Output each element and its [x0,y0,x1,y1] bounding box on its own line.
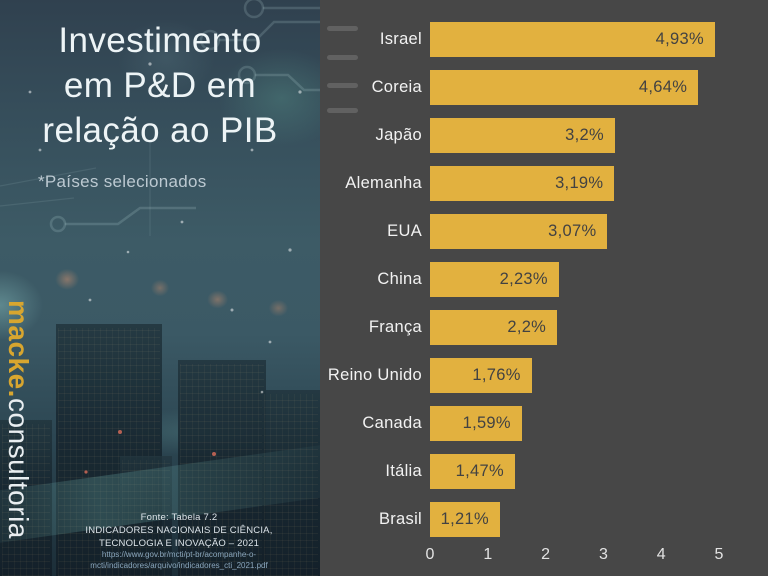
brand-logo: macke.consultoria [3,300,34,539]
bar-value-label: 3,19% [555,174,604,192]
bar-row: Japão 3,2% [320,118,768,153]
bar-value-label: 1,47% [455,462,504,480]
subtitle: *Países selecionados [38,172,207,191]
brand-logo-name: macke. [3,300,34,398]
bar: 1,59% [430,406,522,441]
bar: 1,47% [430,454,515,489]
source-citation: Fonte: Tabela 7.2 INDICADORES NACIONAIS … [42,511,316,571]
bar-category-label: Reino Unido [327,366,422,384]
bar-value-label: 1,59% [462,414,511,432]
bar: 1,76% [430,358,532,393]
bar-track: 3,2% [430,118,719,153]
bar-value-label: 1,21% [440,510,489,528]
building-silhouette [262,390,320,576]
bar-row: Itália 1,47% [320,454,768,489]
building-silhouette [0,420,52,576]
x-axis-tick-label: 5 [714,546,724,563]
title-line: relação ao PIB [42,111,278,150]
bar-track: 3,19% [430,166,719,201]
left-panel: Investimento em P&D em relação ao PIB *P… [0,0,320,576]
bar-track: 4,64% [430,70,719,105]
bar-value-label: 3,2% [565,126,604,144]
bar-category-label: Japão [375,126,422,144]
bar-track: 2,2% [430,310,719,345]
bar: 3,07% [430,214,608,249]
bar-track: 3,07% [430,214,719,249]
bar-row: França 2,2% [320,310,768,345]
bar-track: 1,21% [430,502,719,537]
source-url: mcti/indicadores/arquivo/indicadores_cti… [90,560,268,570]
bar-track: 1,59% [430,406,719,441]
bar: 3,19% [430,166,615,201]
circuit-dash-decoration [327,108,358,113]
bar-value-label: 2,2% [507,318,547,336]
circuit-dash-decoration [327,26,358,31]
bar-row: EUA 3,07% [320,214,768,249]
bar-row: China 2,23% [320,262,768,297]
bar-track: 2,23% [430,262,719,297]
bar: 4,64% [430,70,699,105]
bar-value-label: 4,93% [655,30,704,48]
bar-track: 4,93% [430,22,719,57]
bar-rows: Israel 4,93% Coreia 4,64% Japão 3,2% Ale… [320,22,768,550]
bar-category-label: China [377,270,422,288]
bar-category-label: EUA [387,222,422,240]
bar-category-label: Canada [362,414,422,432]
bar-row: Brasil 1,21% [320,502,768,537]
bar-value-label: 2,23% [499,270,548,288]
x-axis-tick-label: 3 [598,546,608,563]
bar-category-label: Itália [385,462,422,480]
x-axis-tick-label: 4 [656,546,666,563]
source-line: TECNOLOGIA E INOVAÇÃO – 2021 [98,538,260,549]
x-axis-tick-label: 1 [483,546,493,563]
title-line: em P&D em [63,66,257,105]
bar-chart: Israel 4,93% Coreia 4,64% Japão 3,2% Ale… [320,0,768,576]
bar-category-label: Israel [379,30,422,48]
x-axis-tick-label: 0 [425,546,435,563]
bar-category-label: França [368,318,422,336]
bar-value-label: 4,64% [638,78,688,96]
title-line: Investimento [58,21,262,60]
bar-row: Israel 4,93% [320,22,768,57]
bar-row: Reino Unido 1,76% [320,358,768,393]
bar: 3,2% [430,118,615,153]
source-line: INDICADORES NACIONAIS DE CIÊNCIA, [85,525,273,536]
source-url: https://www.gov.br/mcti/pt-br/acompanhe-… [101,550,257,559]
bar-category-label: Brasil [378,510,422,528]
bar-category-label: Coreia [371,78,422,96]
building-silhouette [120,456,172,576]
bar-value-label: 3,07% [548,222,597,240]
city-skyline [0,316,320,576]
x-axis: 0 1 2 3 4 5 [426,546,724,568]
bar-row: Coreia 4,64% [320,70,768,105]
bar-track: 1,76% [430,358,719,393]
brand-logo-suffix: consultoria [3,397,34,539]
bar: 4,93% [430,22,715,57]
bar-value-label: 1,76% [472,366,521,384]
bar-row: Alemanha 3,19% [320,166,768,201]
x-axis-tick-label: 2 [541,546,551,563]
bar-track: 1,47% [430,454,719,489]
source-line: Fonte: Tabela 7.2 [140,512,218,523]
bar: 1,21% [430,502,500,537]
circuit-dash-decoration [327,55,358,60]
circuit-pattern-decoration [0,0,320,474]
bar-category-label: Alemanha [345,174,422,192]
building-silhouette [178,360,266,576]
bar: 2,2% [430,310,558,345]
bar-row: Canada 1,59% [320,406,768,441]
page-title: Investimento em P&D em relação ao PIB [0,18,320,153]
bar: 2,23% [430,262,559,297]
circuit-dash-decoration [327,83,358,88]
